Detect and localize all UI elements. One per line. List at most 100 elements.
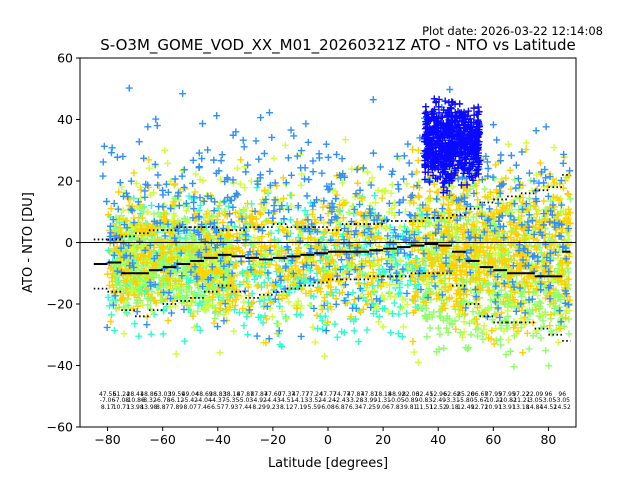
scatter-point: [565, 191, 573, 199]
scatter-point: [557, 259, 565, 267]
scatter-point: [445, 231, 453, 239]
scatter-point: [490, 340, 498, 348]
scatter-point: [445, 294, 453, 302]
scatter-point: [511, 176, 519, 184]
scatter-point: [182, 206, 190, 214]
scatter-point: [243, 313, 251, 321]
scatter-point: [403, 289, 411, 297]
scatter-point: [489, 173, 497, 181]
scatter-point: [259, 293, 267, 301]
scatter-point: [411, 257, 419, 265]
scatter-point: [519, 349, 527, 357]
scatter-point: [108, 144, 116, 152]
scatter-point: [414, 157, 422, 165]
scatter-point: [154, 181, 162, 189]
scatter-point: [180, 166, 188, 174]
scatter-point: [287, 202, 295, 210]
scatter-point: [180, 183, 188, 191]
scatter-point: [555, 196, 563, 204]
scatter-point: [375, 318, 383, 326]
scatter-point: [559, 159, 567, 167]
scatter-point: [525, 288, 533, 296]
scatter-point: [419, 218, 427, 226]
scatter-point: [179, 90, 187, 98]
scatter-point: [135, 138, 143, 146]
scatter-point: [452, 271, 460, 279]
scatter-point: [285, 298, 293, 306]
scatter-point: [257, 283, 265, 291]
scatter-point: [559, 207, 567, 215]
scatter-point: [396, 289, 404, 297]
scatter-point: [386, 255, 394, 263]
scatter-point: [562, 210, 570, 218]
scatter-point: [438, 205, 446, 213]
scatter-point: [402, 252, 410, 260]
scatter-point: [318, 169, 326, 177]
scatter-point: [199, 177, 207, 185]
scatter-point: [538, 222, 546, 230]
scatter-point: [499, 227, 507, 235]
scatter-point: [332, 195, 340, 203]
scatter-point: [298, 170, 306, 178]
scatter-point: [511, 288, 519, 296]
scatter-point: [250, 234, 258, 242]
scatter-point: [435, 312, 443, 320]
scatter-point: [419, 276, 427, 284]
scatter-point: [394, 330, 402, 338]
scatter-point: [238, 258, 246, 266]
scatter-point: [159, 330, 167, 338]
scatter-point: [515, 304, 523, 312]
scatter-point: [354, 191, 362, 199]
scatter-point: [504, 248, 512, 256]
scatter-point: [550, 206, 558, 214]
scatter-point: [105, 302, 113, 310]
scatter-point: [346, 208, 354, 216]
scatter-point: [119, 206, 127, 214]
scatter-point: [463, 290, 471, 298]
scatter-point: [430, 308, 438, 316]
scatter-point: [448, 224, 456, 232]
scatter-point: [275, 320, 283, 328]
scatter-point: [523, 329, 531, 337]
scatter-point: [379, 323, 387, 331]
scatter-point: [371, 192, 379, 200]
scatter-point: [469, 308, 477, 316]
scatter-point: [564, 190, 572, 198]
scatter-point: [365, 271, 373, 279]
scatter-point: [346, 263, 354, 271]
scatter-point: [517, 268, 525, 276]
scatter-point: [216, 349, 224, 357]
scatter-point: [350, 327, 358, 335]
scatter-point: [398, 273, 406, 281]
scatter-point: [474, 196, 482, 204]
scatter-point: [490, 175, 498, 183]
scatter-point: [443, 226, 451, 234]
scatter-point: [241, 184, 249, 192]
scatter-point: [130, 169, 138, 177]
scatter-point: [425, 205, 433, 213]
scatter-point: [479, 219, 487, 227]
scatter-point: [209, 213, 217, 221]
scatter-point: [138, 279, 146, 287]
scatter-point: [415, 193, 423, 201]
scatter-point: [322, 327, 330, 335]
scatter-point: [387, 246, 395, 254]
scatter-point: [452, 297, 460, 305]
scatter-point: [405, 159, 413, 167]
scatter-point: [566, 195, 574, 203]
scatter-point: [167, 309, 175, 317]
scatter-point: [225, 254, 233, 262]
scatter-point: [426, 194, 434, 202]
scatter-point: [333, 333, 341, 341]
scatter-point: [382, 187, 390, 195]
scatter-point: [247, 177, 255, 185]
scatter-point: [440, 316, 448, 324]
scatter-point: [460, 244, 468, 252]
scatter-point: [256, 297, 264, 305]
scatter-point: [475, 274, 483, 282]
scatter-point: [374, 229, 382, 237]
scatter-point: [525, 195, 533, 203]
scatter-point: [562, 314, 570, 322]
scatter-point: [395, 310, 403, 318]
scatter-point: [409, 146, 417, 154]
